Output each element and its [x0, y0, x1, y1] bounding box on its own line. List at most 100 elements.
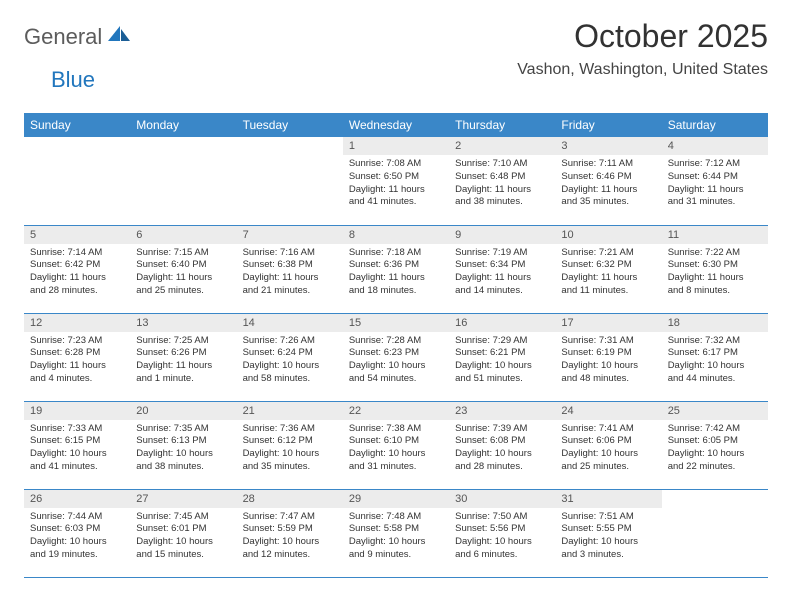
sunrise-text: Sunrise: 7:42 AM: [668, 423, 762, 436]
daylight-text: Daylight: 10 hours and 6 minutes.: [455, 536, 549, 562]
calendar-cell: 13Sunrise: 7:25 AMSunset: 6:26 PMDayligh…: [130, 313, 236, 401]
day-number: 7: [237, 226, 343, 244]
day-number: 23: [449, 402, 555, 420]
sunset-text: Sunset: 6:19 PM: [561, 347, 655, 360]
sunset-text: Sunset: 6:05 PM: [668, 435, 762, 448]
sunset-text: Sunset: 6:34 PM: [455, 259, 549, 272]
calendar-cell: 14Sunrise: 7:26 AMSunset: 6:24 PMDayligh…: [237, 313, 343, 401]
logo: General: [24, 18, 134, 50]
day-info: Sunrise: 7:11 AMSunset: 6:46 PMDaylight:…: [555, 155, 661, 213]
sunset-text: Sunset: 6:12 PM: [243, 435, 337, 448]
sunset-text: Sunset: 6:42 PM: [30, 259, 124, 272]
sunrise-text: Sunrise: 7:19 AM: [455, 247, 549, 260]
daylight-text: Daylight: 11 hours and 38 minutes.: [455, 184, 549, 210]
day-info: Sunrise: 7:45 AMSunset: 6:01 PMDaylight:…: [130, 508, 236, 566]
day-number: 19: [24, 402, 130, 420]
day-number: 20: [130, 402, 236, 420]
calendar-row: 5Sunrise: 7:14 AMSunset: 6:42 PMDaylight…: [24, 225, 768, 313]
sunrise-text: Sunrise: 7:18 AM: [349, 247, 443, 260]
day-info: Sunrise: 7:31 AMSunset: 6:19 PMDaylight:…: [555, 332, 661, 390]
calendar-cell: 16Sunrise: 7:29 AMSunset: 6:21 PMDayligh…: [449, 313, 555, 401]
calendar-cell: 2Sunrise: 7:10 AMSunset: 6:48 PMDaylight…: [449, 137, 555, 225]
weekday-header-row: Sunday Monday Tuesday Wednesday Thursday…: [24, 113, 768, 137]
calendar-cell: 20Sunrise: 7:35 AMSunset: 6:13 PMDayligh…: [130, 401, 236, 489]
sunset-text: Sunset: 6:40 PM: [136, 259, 230, 272]
day-info: Sunrise: 7:48 AMSunset: 5:58 PMDaylight:…: [343, 508, 449, 566]
sunrise-text: Sunrise: 7:39 AM: [455, 423, 549, 436]
daylight-text: Daylight: 11 hours and 11 minutes.: [561, 272, 655, 298]
sunrise-text: Sunrise: 7:50 AM: [455, 511, 549, 524]
daylight-text: Daylight: 11 hours and 8 minutes.: [668, 272, 762, 298]
day-info: Sunrise: 7:41 AMSunset: 6:06 PMDaylight:…: [555, 420, 661, 478]
day-number: 31: [555, 490, 661, 508]
sunset-text: Sunset: 6:15 PM: [30, 435, 124, 448]
sunset-text: Sunset: 6:28 PM: [30, 347, 124, 360]
day-number: 17: [555, 314, 661, 332]
day-info: Sunrise: 7:38 AMSunset: 6:10 PMDaylight:…: [343, 420, 449, 478]
day-info: Sunrise: 7:33 AMSunset: 6:15 PMDaylight:…: [24, 420, 130, 478]
calendar-cell: 25Sunrise: 7:42 AMSunset: 6:05 PMDayligh…: [662, 401, 768, 489]
calendar-cell: [24, 137, 130, 225]
weekday-header: Tuesday: [237, 113, 343, 137]
sunrise-text: Sunrise: 7:28 AM: [349, 335, 443, 348]
sunset-text: Sunset: 6:36 PM: [349, 259, 443, 272]
sunrise-text: Sunrise: 7:22 AM: [668, 247, 762, 260]
calendar-cell: 4Sunrise: 7:12 AMSunset: 6:44 PMDaylight…: [662, 137, 768, 225]
day-info: Sunrise: 7:16 AMSunset: 6:38 PMDaylight:…: [237, 244, 343, 302]
daylight-text: Daylight: 10 hours and 48 minutes.: [561, 360, 655, 386]
calendar-cell: 19Sunrise: 7:33 AMSunset: 6:15 PMDayligh…: [24, 401, 130, 489]
calendar-cell: 23Sunrise: 7:39 AMSunset: 6:08 PMDayligh…: [449, 401, 555, 489]
day-info: Sunrise: 7:18 AMSunset: 6:36 PMDaylight:…: [343, 244, 449, 302]
day-number: 15: [343, 314, 449, 332]
day-info: Sunrise: 7:08 AMSunset: 6:50 PMDaylight:…: [343, 155, 449, 213]
sunset-text: Sunset: 6:24 PM: [243, 347, 337, 360]
daylight-text: Daylight: 10 hours and 9 minutes.: [349, 536, 443, 562]
sunrise-text: Sunrise: 7:25 AM: [136, 335, 230, 348]
calendar-cell: 8Sunrise: 7:18 AMSunset: 6:36 PMDaylight…: [343, 225, 449, 313]
sunset-text: Sunset: 6:10 PM: [349, 435, 443, 448]
sunrise-text: Sunrise: 7:45 AM: [136, 511, 230, 524]
sunset-text: Sunset: 5:58 PM: [349, 523, 443, 536]
day-info: Sunrise: 7:26 AMSunset: 6:24 PMDaylight:…: [237, 332, 343, 390]
day-number: 10: [555, 226, 661, 244]
calendar-cell: 6Sunrise: 7:15 AMSunset: 6:40 PMDaylight…: [130, 225, 236, 313]
sunrise-text: Sunrise: 7:16 AM: [243, 247, 337, 260]
calendar-cell: 10Sunrise: 7:21 AMSunset: 6:32 PMDayligh…: [555, 225, 661, 313]
calendar-cell: 30Sunrise: 7:50 AMSunset: 5:56 PMDayligh…: [449, 489, 555, 577]
calendar-cell: 11Sunrise: 7:22 AMSunset: 6:30 PMDayligh…: [662, 225, 768, 313]
day-number: 13: [130, 314, 236, 332]
sunset-text: Sunset: 6:46 PM: [561, 171, 655, 184]
daylight-text: Daylight: 10 hours and 25 minutes.: [561, 448, 655, 474]
day-number: 2: [449, 137, 555, 155]
sunrise-text: Sunrise: 7:51 AM: [561, 511, 655, 524]
day-number: 29: [343, 490, 449, 508]
calendar-cell: 5Sunrise: 7:14 AMSunset: 6:42 PMDaylight…: [24, 225, 130, 313]
daylight-text: Daylight: 10 hours and 12 minutes.: [243, 536, 337, 562]
calendar-cell: 18Sunrise: 7:32 AMSunset: 6:17 PMDayligh…: [662, 313, 768, 401]
month-title: October 2025: [517, 18, 768, 55]
day-info: Sunrise: 7:32 AMSunset: 6:17 PMDaylight:…: [662, 332, 768, 390]
daylight-text: Daylight: 10 hours and 51 minutes.: [455, 360, 549, 386]
calendar-cell: 22Sunrise: 7:38 AMSunset: 6:10 PMDayligh…: [343, 401, 449, 489]
calendar-cell: [130, 137, 236, 225]
daylight-text: Daylight: 11 hours and 14 minutes.: [455, 272, 549, 298]
daylight-text: Daylight: 11 hours and 41 minutes.: [349, 184, 443, 210]
day-info: Sunrise: 7:36 AMSunset: 6:12 PMDaylight:…: [237, 420, 343, 478]
sunrise-text: Sunrise: 7:32 AM: [668, 335, 762, 348]
sunrise-text: Sunrise: 7:48 AM: [349, 511, 443, 524]
calendar-cell: 17Sunrise: 7:31 AMSunset: 6:19 PMDayligh…: [555, 313, 661, 401]
daylight-text: Daylight: 10 hours and 54 minutes.: [349, 360, 443, 386]
daylight-text: Daylight: 10 hours and 3 minutes.: [561, 536, 655, 562]
day-number: 24: [555, 402, 661, 420]
sunset-text: Sunset: 6:01 PM: [136, 523, 230, 536]
calendar-cell: 21Sunrise: 7:36 AMSunset: 6:12 PMDayligh…: [237, 401, 343, 489]
daylight-text: Daylight: 10 hours and 44 minutes.: [668, 360, 762, 386]
day-number: 18: [662, 314, 768, 332]
sunrise-text: Sunrise: 7:35 AM: [136, 423, 230, 436]
daylight-text: Daylight: 11 hours and 35 minutes.: [561, 184, 655, 210]
sunset-text: Sunset: 6:44 PM: [668, 171, 762, 184]
daylight-text: Daylight: 10 hours and 28 minutes.: [455, 448, 549, 474]
daylight-text: Daylight: 10 hours and 58 minutes.: [243, 360, 337, 386]
sunrise-text: Sunrise: 7:38 AM: [349, 423, 443, 436]
day-info: Sunrise: 7:47 AMSunset: 5:59 PMDaylight:…: [237, 508, 343, 566]
